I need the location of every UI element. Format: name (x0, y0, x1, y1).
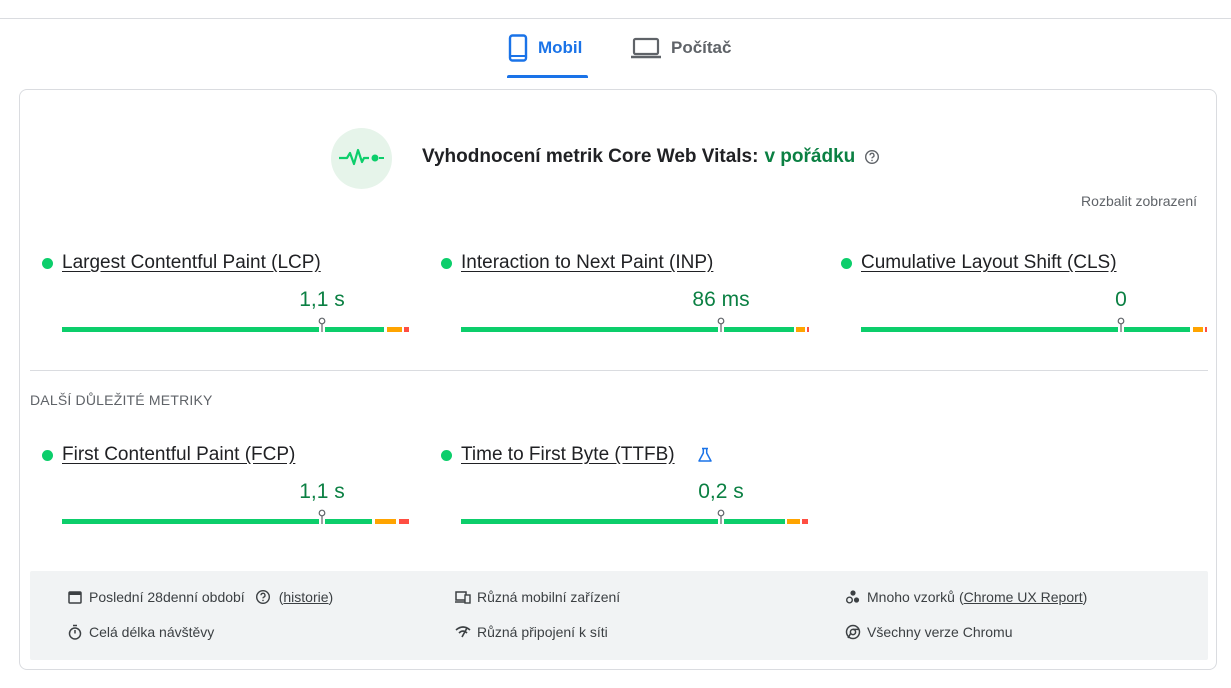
help-icon[interactable] (864, 149, 880, 165)
metric-name[interactable]: Largest Contentful Paint (LCP) (62, 252, 321, 273)
assessment-badge (331, 128, 392, 189)
bar-poor (807, 327, 809, 332)
bar-poor (399, 519, 409, 524)
bar-needs-improvement (787, 519, 800, 524)
tab-label: Počítač (671, 38, 732, 57)
footer-text: Různá mobilní zařízení (477, 589, 621, 605)
status-dot (42, 258, 53, 269)
bar-good (62, 327, 319, 332)
bar-poor (404, 327, 409, 332)
card (19, 89, 1217, 670)
status-dot (841, 258, 852, 269)
status-dot (42, 450, 53, 461)
metric-value: 0 (1115, 288, 1127, 311)
metric-value: 1,1 s (299, 480, 345, 503)
bar-good (861, 327, 1118, 332)
percentile-marker (318, 509, 326, 524)
percentile-marker (318, 317, 326, 332)
footer-icon (68, 591, 82, 604)
bar-good (461, 519, 718, 524)
section-heading: DALŠÍ DŮLEŽITÉ METRIKY (30, 392, 213, 408)
bar-needs-improvement (387, 327, 402, 332)
paren: ) (1082, 589, 1088, 605)
lab-icon (698, 447, 712, 462)
footer-item: Poslední 28denní období (historie) (67, 589, 333, 605)
tab-underline (507, 75, 588, 78)
bar-needs-improvement (1193, 327, 1203, 332)
laptop-icon (631, 37, 661, 59)
assessment-title: Vyhodnocení metrik Core Web Vitals: (422, 146, 759, 167)
bar-good (325, 327, 384, 332)
tab-desktop[interactable]: Počítač (631, 36, 731, 60)
status-dot (441, 258, 452, 269)
pulse-icon (339, 148, 384, 166)
percentile-marker (717, 509, 725, 524)
footer-item: Mnoho vzorků(Chrome UX Report) (845, 589, 1087, 605)
help-icon[interactable] (255, 589, 271, 605)
footer-text: Poslední 28denní období (89, 589, 245, 605)
bar-poor (802, 519, 808, 524)
assessment: Vyhodnocení metrik Core Web Vitals: v po… (422, 146, 880, 168)
footer-box (30, 571, 1208, 660)
footer-text: Všechny verze Chromu (867, 624, 1013, 640)
footer-text: Celá délka návštěvy (89, 624, 215, 640)
status-dot (441, 450, 452, 461)
bar-good (62, 519, 319, 524)
percentile-marker (717, 317, 725, 332)
divider (30, 370, 1208, 371)
assessment-status: v pořádku (764, 146, 856, 167)
bar-good (1124, 327, 1190, 332)
bar-good (325, 519, 372, 524)
bar-needs-improvement (375, 519, 396, 524)
paren: ( (958, 589, 964, 605)
footer-icon (68, 624, 82, 640)
tab-label: Mobil (538, 38, 583, 57)
tab-mobile[interactable]: Mobil (508, 34, 583, 62)
footer-text: Různá připojení k síti (477, 624, 608, 640)
bar-good (724, 519, 785, 524)
bar-needs-improvement (796, 327, 805, 332)
footer-link[interactable]: historie (283, 589, 329, 605)
metric-name[interactable]: Time to First Byte (TTFB) (461, 444, 675, 465)
metric-name[interactable]: First Contentful Paint (FCP) (62, 444, 296, 465)
top-border (0, 18, 1231, 19)
bar-poor (1205, 327, 1207, 332)
percentile-marker (1117, 317, 1125, 332)
footer-text: Mnoho vzorků (867, 589, 955, 605)
footer-icon (455, 626, 471, 638)
bar-good (461, 327, 718, 332)
footer-icon (455, 591, 471, 604)
metric-value: 0,2 s (698, 480, 744, 503)
footer-item: Různá připojení k síti (455, 624, 608, 640)
paren: ) (328, 589, 334, 605)
metric-name[interactable]: Cumulative Layout Shift (CLS) (861, 252, 1117, 273)
footer-item: Všechny verze Chromu (845, 624, 1013, 640)
footer-icon (845, 624, 861, 640)
footer-link[interactable]: Chrome UX Report (963, 589, 1083, 605)
footer-item: Celá délka návštěvy (67, 624, 214, 640)
phone-icon (508, 34, 528, 62)
metric-name[interactable]: Interaction to Next Paint (INP) (461, 252, 714, 273)
footer-item: Různá mobilní zařízení (455, 589, 620, 605)
bar-good (724, 327, 794, 332)
metric-value: 1,1 s (299, 288, 345, 311)
metric-value: 86 ms (692, 288, 750, 311)
footer-icon (846, 590, 860, 604)
expand-link[interactable]: Rozbalit zobrazení (1081, 193, 1197, 209)
paren: ( (278, 589, 284, 605)
